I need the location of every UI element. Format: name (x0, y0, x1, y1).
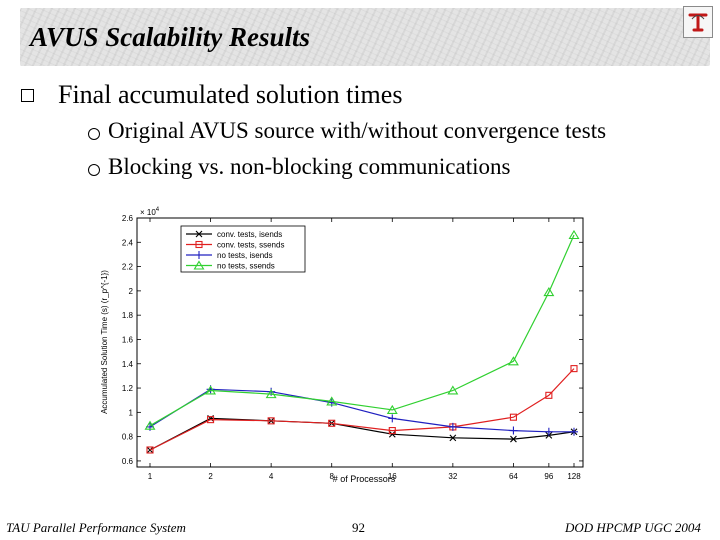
series-0 (146, 415, 578, 454)
data-point (388, 427, 396, 435)
x-tick-label: 128 (567, 472, 581, 481)
title-banner (20, 8, 710, 66)
data-point (207, 416, 215, 424)
legend-marker (195, 251, 203, 259)
data-point (545, 391, 553, 399)
data-point (388, 414, 397, 423)
data-point (568, 229, 580, 240)
circle-bullet-icon (88, 128, 100, 140)
data-point (543, 287, 555, 297)
legend-marker (193, 260, 205, 270)
legend-label: no tests, ssends (217, 262, 275, 271)
x-tick-label: 2 (208, 472, 213, 481)
series-1 (146, 365, 578, 454)
y-tick-label: 2.4 (122, 238, 134, 247)
data-point (544, 427, 553, 436)
data-point (448, 422, 457, 431)
y-multiplier-label: × 104 (140, 207, 160, 217)
x-tick-label: 8 (329, 472, 334, 481)
data-point (146, 446, 154, 454)
data-point (205, 385, 217, 395)
y-tick-label: 0.8 (122, 433, 134, 442)
data-point (328, 419, 336, 427)
y-tick-label: 0.6 (122, 457, 134, 466)
data-point (326, 396, 338, 406)
legend-label: conv. tests, isends (217, 230, 282, 239)
y-tick-label: 1.4 (122, 360, 134, 369)
data-point (509, 413, 517, 421)
y-axis-label: Accumulated Solution Time (s) (r_p^{-1}) (100, 270, 109, 414)
x-tick-label: 16 (388, 472, 397, 481)
y-tick-label: 2.6 (122, 214, 134, 223)
data-point (386, 404, 398, 414)
legend-label: conv. tests, ssends (217, 241, 284, 250)
data-point (388, 430, 396, 438)
y-tick-label: 1.6 (122, 335, 134, 344)
legend-marker (195, 240, 203, 249)
data-point (570, 365, 578, 373)
data-point (267, 417, 275, 425)
bullet-main: Final accumulated solution times (58, 80, 403, 109)
x-tick-label: 1 (148, 472, 153, 481)
y-tick-label: 2 (129, 287, 134, 296)
x-axis-label: # of Processors (333, 474, 396, 484)
square-bullet-icon (21, 89, 34, 102)
x-tick-label: 32 (448, 472, 457, 481)
tau-logo-icon (683, 6, 713, 38)
x-tick-label: 64 (509, 472, 518, 481)
series-3 (144, 229, 580, 430)
data-point (570, 427, 578, 436)
y-tick-label: 1 (129, 408, 134, 417)
data-point (507, 356, 519, 366)
data-point (449, 434, 457, 442)
data-point (510, 435, 517, 443)
y-tick-label: 2.2 (122, 263, 134, 272)
circle-bullet-icon (88, 164, 100, 176)
subbullet-1: Original AVUS source with/without conver… (108, 118, 607, 143)
x-tick-label: 4 (269, 472, 274, 481)
legend-marker (195, 230, 203, 238)
legend-label: no tests, isends (217, 251, 273, 260)
data-point (447, 385, 459, 395)
series-line (149, 234, 575, 427)
y-tick-label: 1.2 (122, 384, 134, 393)
data-point (144, 420, 156, 430)
footer-right: DOD HPCMP UGC 2004 (565, 520, 701, 535)
data-point (509, 426, 518, 435)
slide-title: AVUS Scalability Results (30, 22, 311, 52)
y-tick-label: 1.8 (122, 311, 134, 320)
data-point (265, 389, 277, 399)
series-line (149, 368, 575, 451)
scalability-chart: 0.6 0.8 1 1.2 1.4 1.6 1.8 2 2.2 2.4 2.6 1 2 4 8 16 32 64… (100, 207, 584, 484)
footer-page-number: 92 (352, 520, 365, 535)
subbullet-2: Blocking vs. non-blocking communications (108, 154, 511, 179)
x-tick-label: 96 (544, 472, 553, 481)
footer-left: TAU Parallel Performance System (6, 520, 186, 535)
